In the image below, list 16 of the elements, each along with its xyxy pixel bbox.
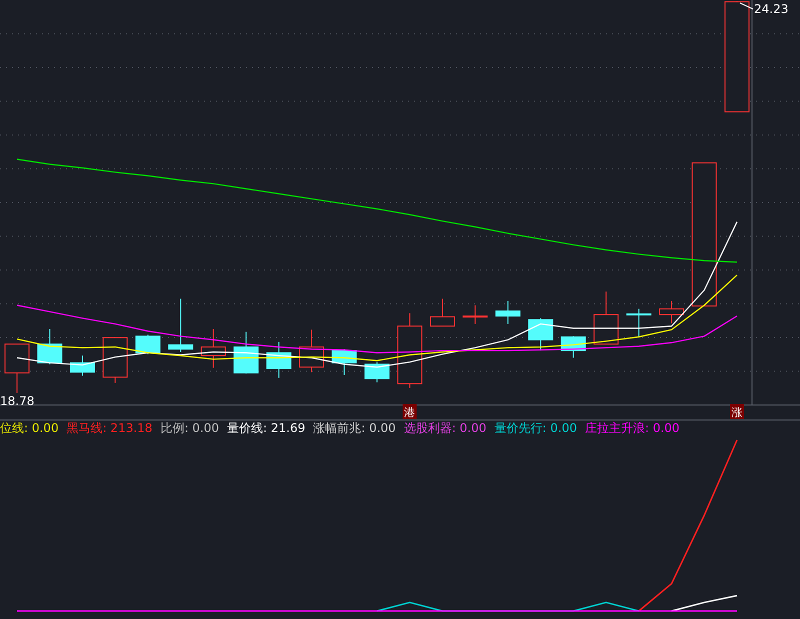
- legend-label: 选股利器: 0.00: [404, 421, 486, 435]
- candlestick: [659, 300, 684, 324]
- text: 黑马线: 213.18: [66, 421, 152, 435]
- candlestick: [397, 312, 422, 388]
- text: 18.78: [0, 394, 34, 408]
- x-tick-label: 涨: [732, 406, 742, 419]
- candlestick: [495, 300, 520, 324]
- legend-label: 比例: 0.00: [160, 421, 220, 435]
- text: 庄拉主升浪: 0.00: [584, 421, 680, 435]
- legend-label: 位线: 0.00: [0, 421, 59, 435]
- candlestick: [626, 308, 652, 338]
- text: 量价线: 21.69: [227, 421, 306, 435]
- text: 量价先行: 0.00: [494, 421, 577, 435]
- text: 24.23: [754, 2, 788, 16]
- legend-label: 涨幅前兆: 0.00: [313, 421, 396, 435]
- x-tick-label: 港: [404, 406, 416, 419]
